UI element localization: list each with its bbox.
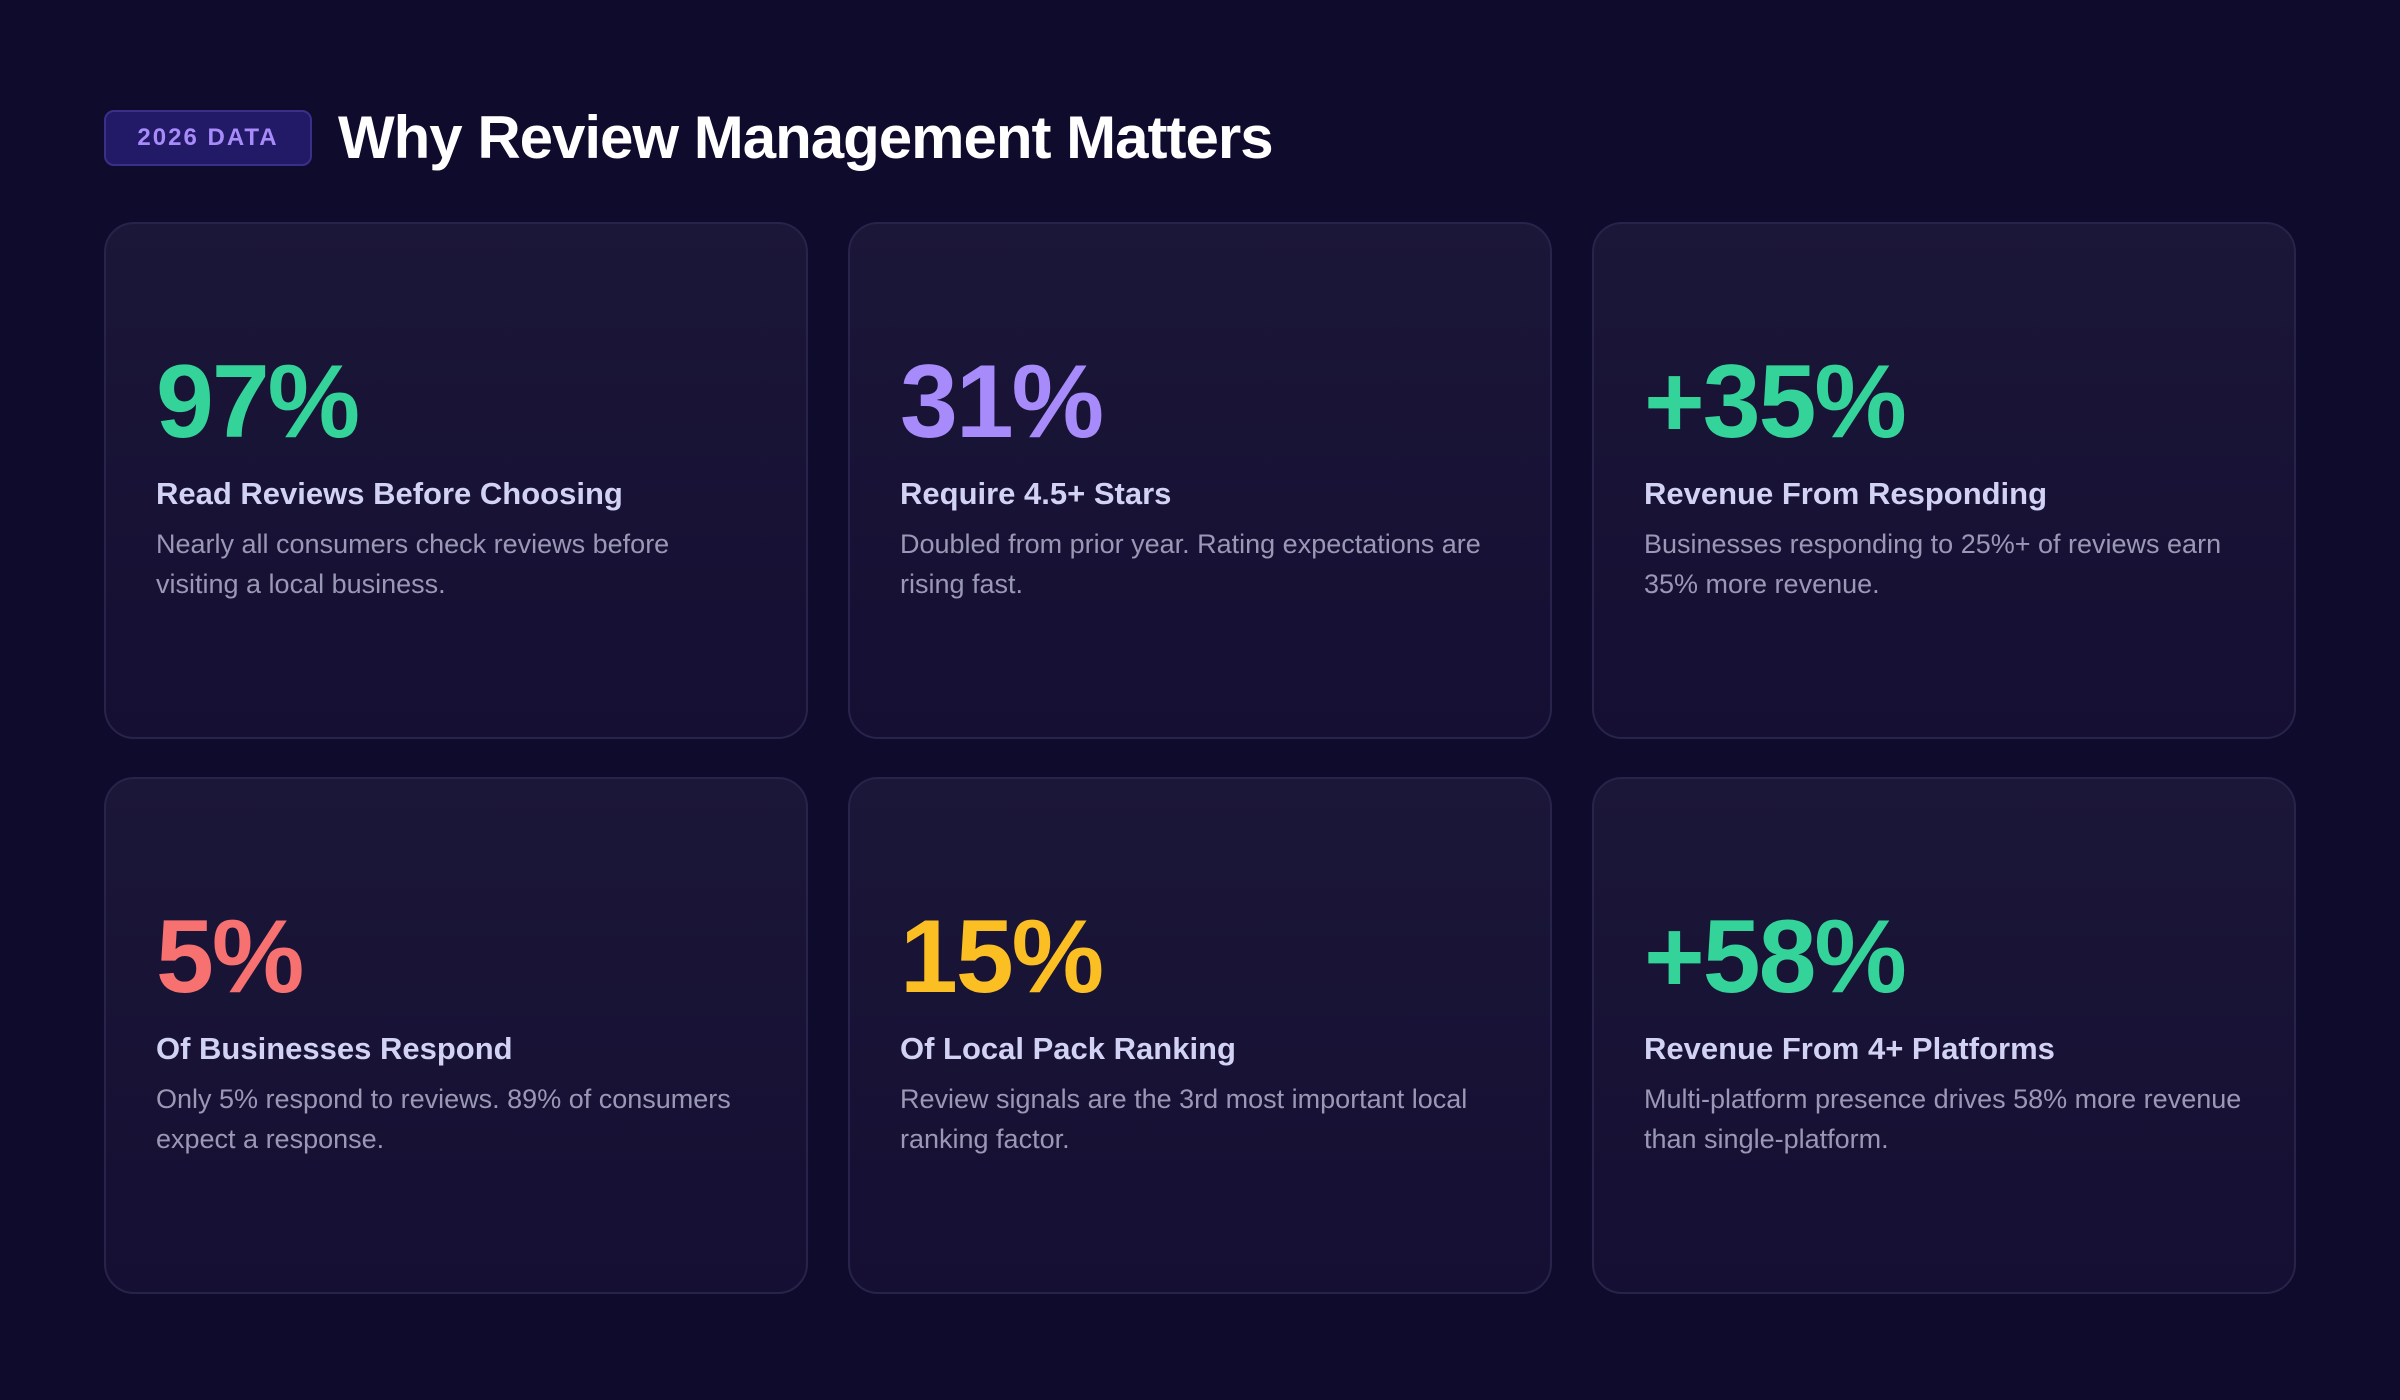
stat-value: 15% bbox=[900, 899, 1104, 1015]
stat-description: Doubled from prior year. Rating expectat… bbox=[900, 529, 1481, 599]
stat-card: 97% Read Reviews Before Choosing Nearly al… bbox=[104, 222, 808, 739]
stat-value: 5% bbox=[156, 899, 304, 1015]
badge: 2026 DATA bbox=[104, 110, 312, 166]
card-grid: 97% Read Reviews Before Choosing Nearly al… bbox=[104, 222, 2296, 1294]
stat-description: Multi-platform presence drives 58% more … bbox=[1644, 1084, 2242, 1154]
stat-value: +58% bbox=[1644, 899, 1907, 1015]
stat-description: Nearly all consumers check reviews befor… bbox=[156, 529, 670, 599]
stat-card: 5% Of Businesses Respond Only 5% respond t… bbox=[104, 777, 808, 1294]
stat-card: 31% Require 4.5+ Stars Doubled from prior … bbox=[848, 222, 1552, 739]
stat-description: Businesses responding to 25%+ of reviews… bbox=[1644, 529, 2222, 599]
stat-value: 97% bbox=[156, 344, 360, 460]
stat-card: +58% Revenue From 4+ Platforms Multi-platf… bbox=[1592, 777, 2296, 1294]
stat-value: 31% bbox=[900, 344, 1104, 460]
stat-description: Only 5% respond to reviews. 89% of consu… bbox=[156, 1084, 731, 1154]
stat-label: Revenue From 4+ Platforms bbox=[1644, 1031, 2055, 1066]
stat-label: Require 4.5+ Stars bbox=[900, 476, 1172, 511]
stat-label: Of Local Pack Ranking bbox=[900, 1031, 1236, 1066]
stat-label: Read Reviews Before Choosing bbox=[156, 476, 623, 511]
stat-card: +35% Revenue From Responding Businesses re… bbox=[1592, 222, 2296, 739]
stat-value: +35% bbox=[1644, 344, 1907, 460]
stat-description: Review signals are the 3rd most importan… bbox=[900, 1084, 1468, 1154]
title: Why Review Management Matters bbox=[338, 104, 1274, 171]
stat-label: Of Businesses Respond bbox=[156, 1031, 513, 1066]
stat-label: Revenue From Responding bbox=[1644, 476, 2048, 511]
stat-card: 15% Of Local Pack Ranking Review signals a… bbox=[848, 777, 1552, 1294]
